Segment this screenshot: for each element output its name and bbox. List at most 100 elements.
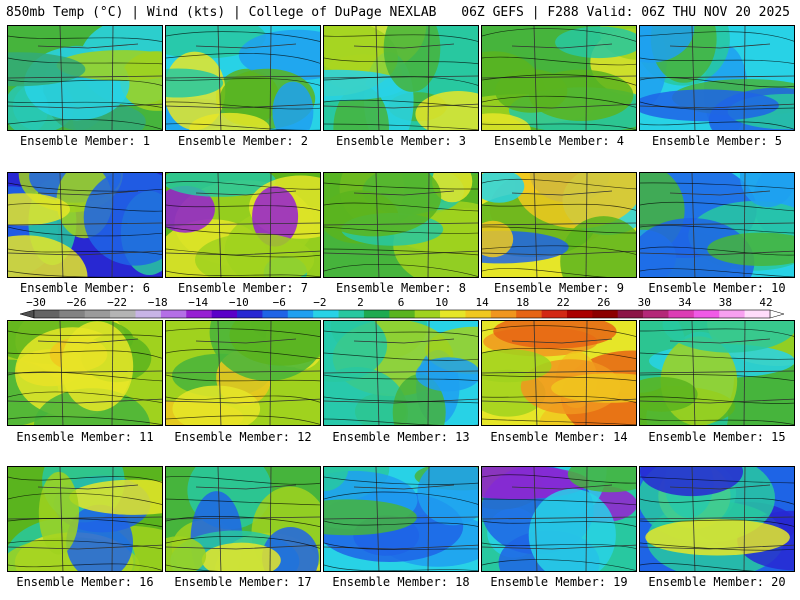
isotherm-contour xyxy=(482,374,636,382)
isotherm-contour xyxy=(166,395,320,403)
temperature-field-map xyxy=(482,173,636,277)
temperature-shading xyxy=(189,112,270,130)
temperature-colorbar: −30 −26 −22 −18 −14 −10 −6 −2 2 6 10 14 18 22 26 30 34 38… xyxy=(19,296,784,319)
isotherm-contour xyxy=(324,34,478,42)
ensemble-map-panel xyxy=(7,466,163,572)
isotherm-contour xyxy=(640,77,794,88)
isotherm-contour xyxy=(482,348,636,359)
ensemble-member-label: Ensemble Member: 1 xyxy=(19,134,151,148)
isotherm-contour xyxy=(8,182,162,192)
state-border xyxy=(195,43,297,49)
ensemble-map-panel xyxy=(165,25,321,131)
state-border xyxy=(37,338,139,344)
ensemble-member-label: Ensemble Member: 20 xyxy=(648,575,786,589)
state-border xyxy=(324,544,478,550)
state-border xyxy=(585,321,588,425)
temperature-shading xyxy=(66,504,133,571)
temperature-field-map xyxy=(482,26,636,130)
state-border xyxy=(324,222,478,226)
temperature-field-map xyxy=(8,321,162,425)
isotherm-contour xyxy=(482,542,636,549)
state-border xyxy=(166,370,320,374)
ensemble-member-label: Ensemble Member: 19 xyxy=(490,575,628,589)
colorbar-swatch xyxy=(237,310,263,318)
isotherm-contour xyxy=(166,101,320,110)
isotherm-contour xyxy=(166,53,320,64)
temperature-field-map xyxy=(166,26,320,130)
isotherm-contour xyxy=(640,182,794,190)
isotherm-contour xyxy=(166,78,320,86)
temperature-shading xyxy=(707,232,794,266)
isotherm-contour xyxy=(8,35,162,43)
state-border xyxy=(375,26,380,130)
state-border xyxy=(166,398,320,404)
colorbar-tick-label: 6 xyxy=(398,296,405,309)
ensemble-member-label: Ensemble Member: 17 xyxy=(174,575,312,589)
state-border xyxy=(427,173,430,277)
temperature-field-map xyxy=(482,467,636,571)
isotherm-contour xyxy=(324,396,478,404)
state-border xyxy=(353,43,455,49)
isotherm-contour xyxy=(640,374,794,382)
state-border xyxy=(585,173,588,277)
state-border xyxy=(111,321,114,425)
state-border xyxy=(195,338,297,344)
isotherm-contour xyxy=(324,202,478,212)
isotherm-contour xyxy=(324,564,478,571)
state-border xyxy=(375,173,380,277)
ensemble-map-panel xyxy=(323,466,479,572)
state-border xyxy=(166,222,320,226)
state-border xyxy=(353,338,455,344)
isotherm-contour xyxy=(8,476,162,483)
state-border xyxy=(324,370,478,374)
colorbar-swatch xyxy=(440,310,466,318)
isotherm-contour xyxy=(482,56,636,66)
colorbar-tick-label: −2 xyxy=(313,296,326,309)
state-border xyxy=(111,173,114,277)
isotherm-contour xyxy=(324,418,478,425)
state-border xyxy=(482,250,636,256)
colorbar-tick-label: 42 xyxy=(759,296,772,309)
temperature-shading xyxy=(482,113,531,130)
ensemble-member-label: Ensemble Member: 12 xyxy=(174,430,312,444)
ensemble-map-panel xyxy=(7,172,163,278)
state-border xyxy=(8,75,162,79)
colorbar-tick-label: 14 xyxy=(475,296,489,309)
temperature-field-map xyxy=(324,467,478,571)
temperature-shading xyxy=(640,376,698,412)
state-border xyxy=(111,26,114,130)
isotherm-contour xyxy=(324,248,478,256)
state-border xyxy=(166,103,320,109)
map-title: 850mb Temp (°C) | Wind (kts) | College o… xyxy=(6,5,437,20)
state-border xyxy=(427,321,430,425)
ensemble-map-panel xyxy=(165,466,321,572)
ensemble-member-label: Ensemble Member: 9 xyxy=(493,281,625,295)
colorbar-swatch xyxy=(566,310,593,318)
ensemble-map-panel xyxy=(481,320,637,426)
colorbar-tick-label: 2 xyxy=(357,296,364,309)
temperature-shading xyxy=(640,218,755,277)
isotherm-contour xyxy=(482,268,636,277)
isotherm-contour xyxy=(482,395,636,403)
ensemble-map-panel xyxy=(323,320,479,426)
isotherm-contour xyxy=(640,562,794,571)
colorbar-swatch xyxy=(693,310,720,318)
isotherm-contour xyxy=(166,328,320,338)
ensemble-map-panel xyxy=(481,466,637,572)
state-border xyxy=(195,484,297,490)
colorbar-swatch xyxy=(110,310,136,318)
temperature-shading xyxy=(495,69,568,113)
isotherm-contour xyxy=(166,415,320,425)
isotherm-contour xyxy=(166,31,320,42)
ensemble-member-label: Ensemble Member: 11 xyxy=(16,430,154,444)
isotherm-contour xyxy=(324,182,478,190)
temperature-field-map xyxy=(324,26,478,130)
ensemble-map-panel xyxy=(165,320,321,426)
colorbar-tick-label: 26 xyxy=(597,296,610,309)
state-border xyxy=(59,173,64,277)
temperature-field-map xyxy=(8,26,162,130)
isotherm-contour xyxy=(482,74,636,86)
isotherm-contour xyxy=(324,520,478,527)
temperature-shading xyxy=(166,68,224,98)
ensemble-member-label: Ensemble Member: 15 xyxy=(648,430,786,444)
